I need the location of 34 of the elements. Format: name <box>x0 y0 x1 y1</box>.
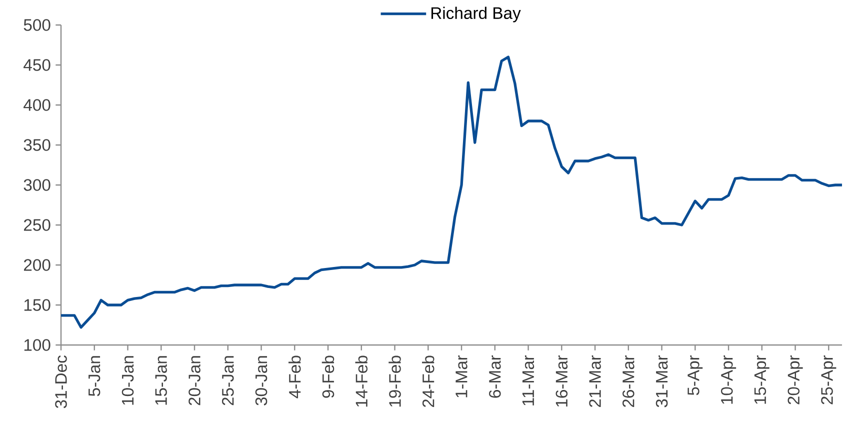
x-tick-label: 25-Jan <box>222 356 234 406</box>
legend-label: Richard Bay <box>431 6 521 22</box>
y-tick-label: 100 <box>24 339 50 351</box>
x-tick-label: 14-Feb <box>355 356 368 407</box>
y-tick-label: 250 <box>24 219 50 231</box>
y-tick-label: 150 <box>24 299 50 311</box>
y-tick-label: 500 <box>24 19 50 31</box>
x-tick-label: 6-Mar <box>489 355 501 398</box>
x-tick-label: 11-Mar <box>522 355 534 406</box>
x-tick-label: 5-Jan <box>88 356 100 396</box>
x-tick-label: 20-Jan <box>188 356 200 406</box>
x-tick-label: 5-Apr <box>688 355 703 396</box>
x-tick-label: 4-Feb <box>288 356 301 398</box>
y-tick-label: 400 <box>24 99 50 111</box>
x-tick-label: 15-Jan <box>155 356 167 405</box>
x-tick-label: 20-Apr <box>788 355 803 404</box>
x-tick-label: 21-Mar <box>589 355 601 407</box>
x-tick-label: 25-Apr <box>821 355 836 404</box>
x-tick-label: 30-Jan <box>255 356 268 406</box>
x-tick-label: 15-Apr <box>754 355 770 404</box>
y-tick-label: 350 <box>24 139 50 151</box>
y-tick-label: 300 <box>24 179 50 191</box>
x-tick-label: 26-Mar <box>622 355 634 407</box>
x-tick-label: 31-Dec <box>55 356 67 408</box>
x-tick-label: 10-Apr <box>720 355 736 404</box>
x-tick-label: 16-Mar <box>556 355 568 407</box>
x-tick-label: 19-Feb <box>388 356 401 407</box>
x-tick-label: 31-Mar <box>656 355 668 408</box>
x-tick-label: 1-Mar <box>456 355 468 398</box>
y-tick-label: 450 <box>24 59 50 71</box>
x-tick-label: 9-Feb <box>322 356 334 398</box>
x-tick-label: 24-Feb <box>422 356 434 408</box>
x-tick-label: 10-Jan <box>122 356 134 405</box>
y-tick-label: 200 <box>24 259 50 271</box>
